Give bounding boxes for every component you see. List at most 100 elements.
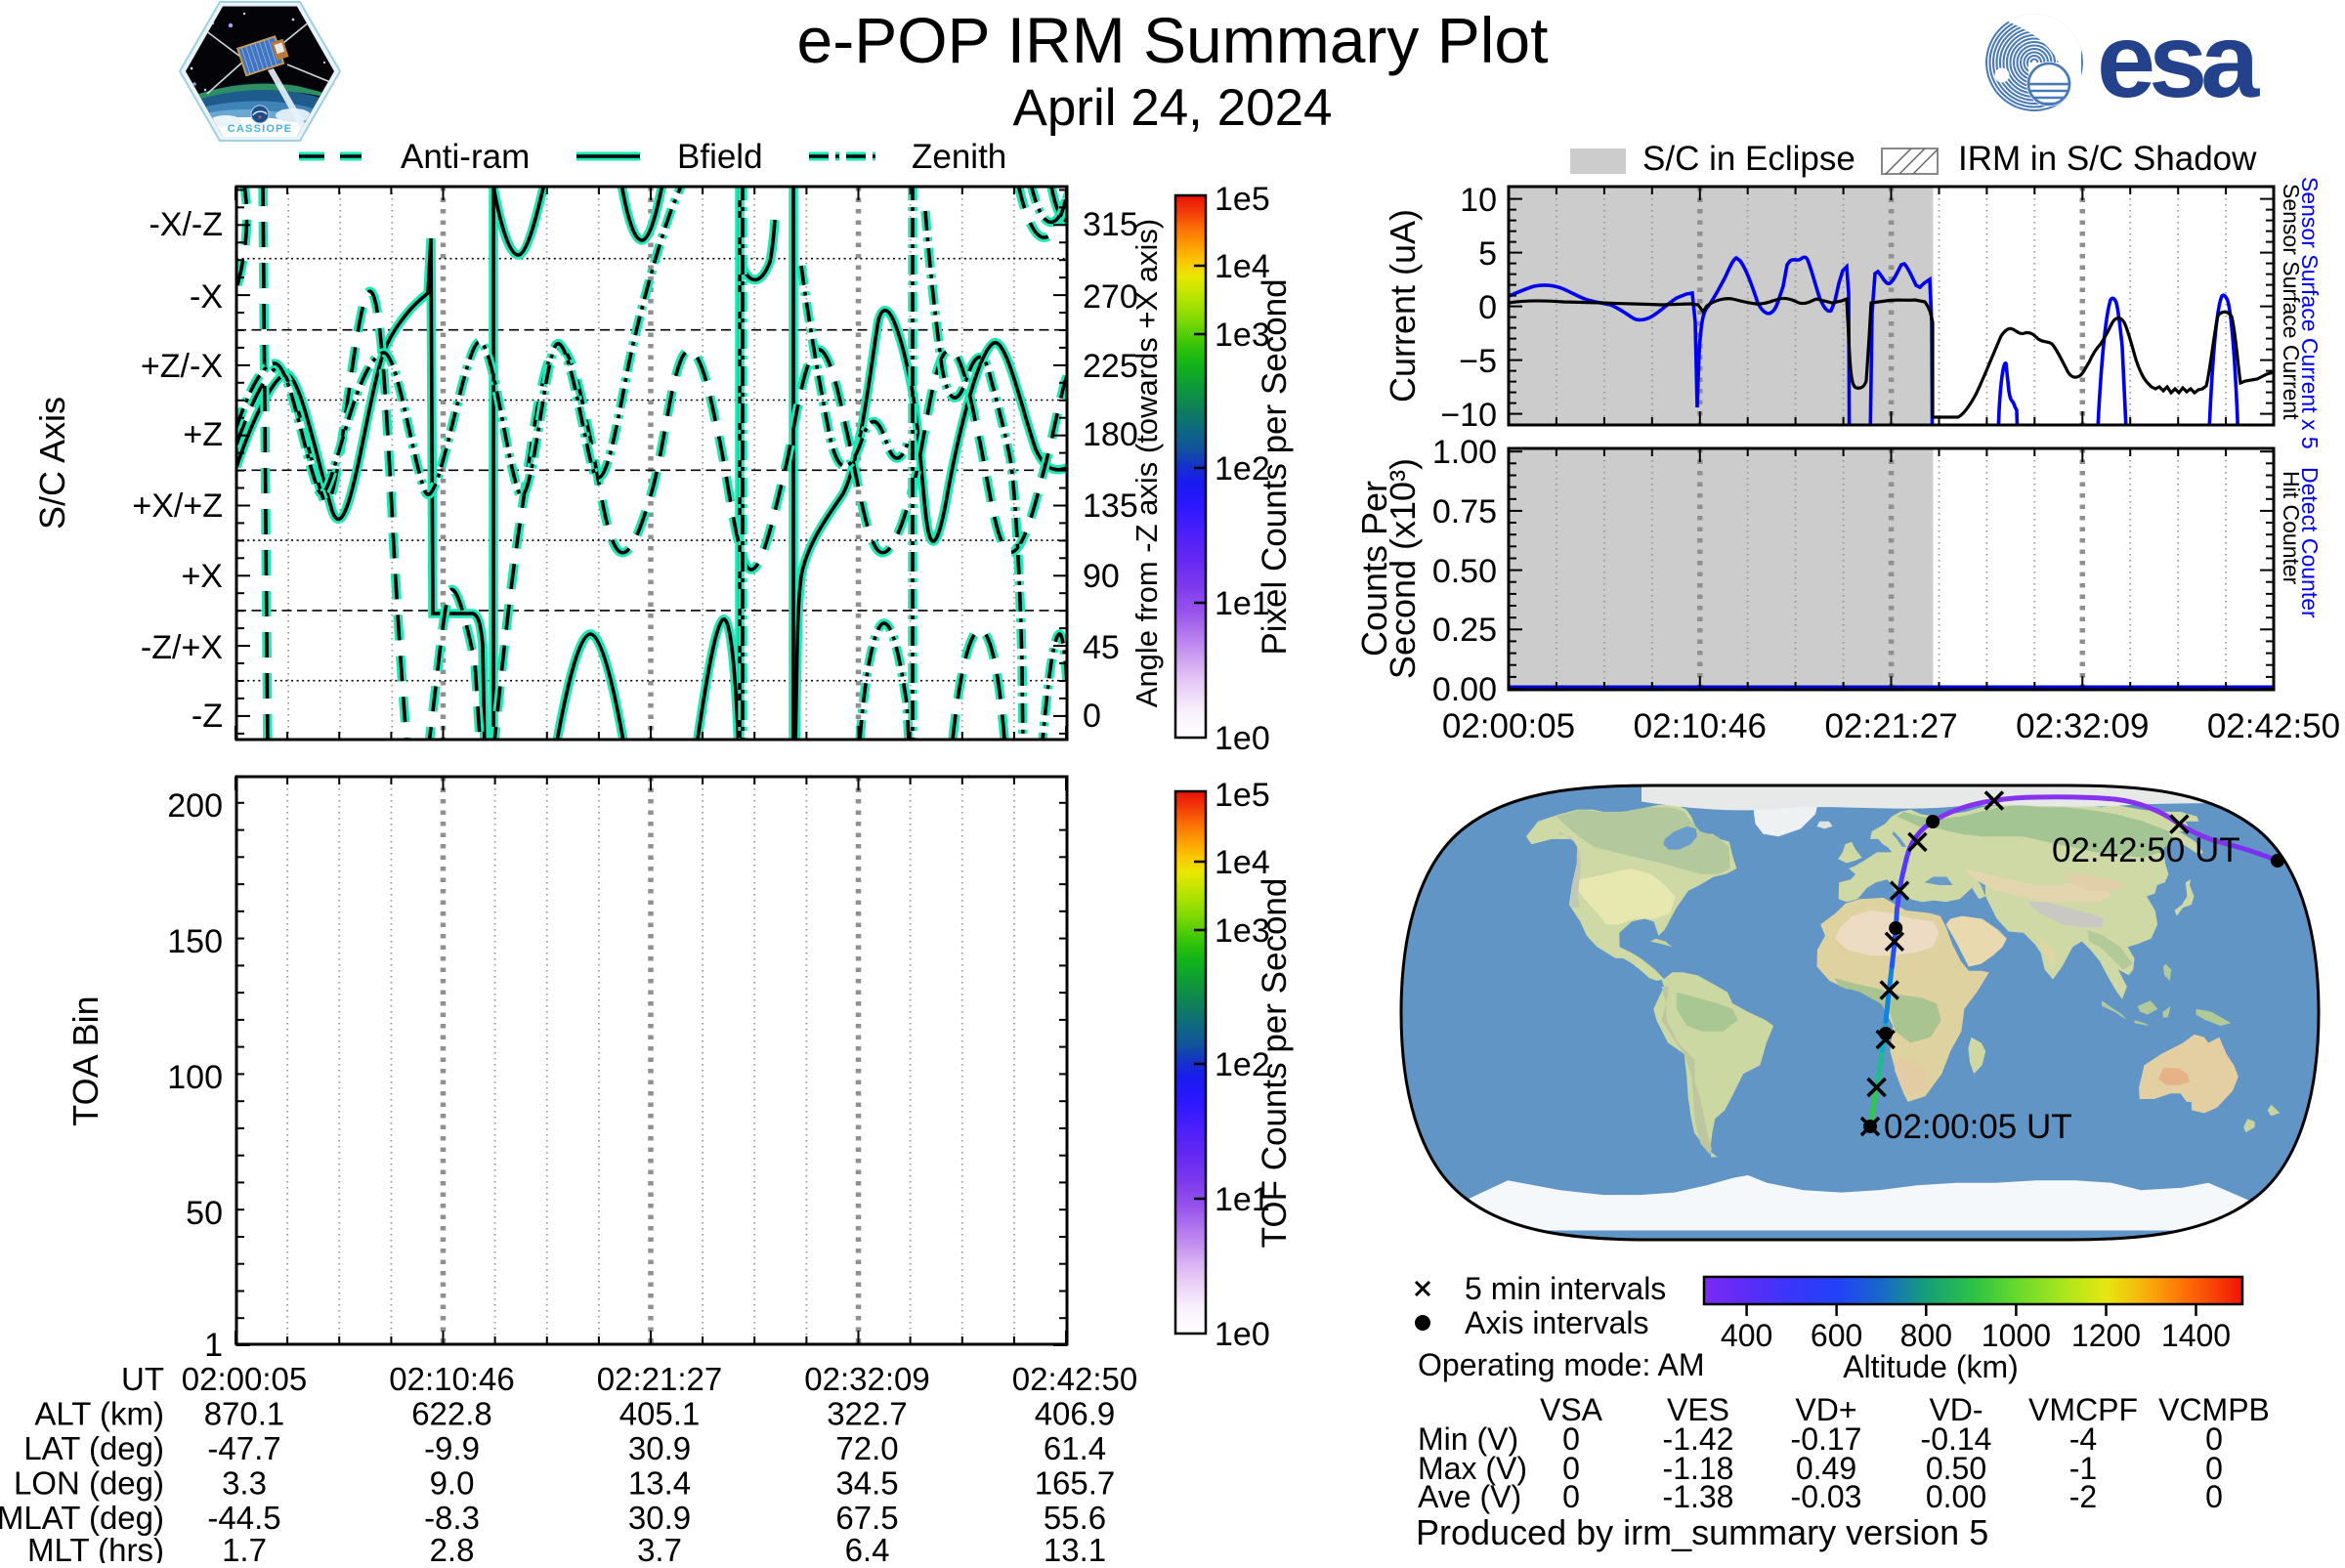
svg-text:-X: -X [190, 278, 223, 316]
svg-text:50: 50 [186, 1195, 223, 1232]
svg-text:TOA Bin: TOA Bin [65, 996, 106, 1125]
svg-text:Produced by irm_summary versio: Produced by irm_summary version 5 [1416, 1512, 1988, 1552]
svg-text:VD+: VD+ [1795, 1392, 1856, 1427]
svg-text:165.7: 165.7 [1035, 1465, 1116, 1502]
svg-text:Detect Counter: Detect Counter [2297, 467, 2323, 618]
svg-text:+Z/-X: +Z/-X [141, 348, 223, 385]
svg-text:1e0: 1e0 [1215, 720, 1270, 757]
svg-text:MLT (hrs): MLT (hrs) [27, 1532, 164, 1563]
svg-text:MLAT (deg): MLAT (deg) [0, 1500, 164, 1536]
svg-text:−10: −10 [1440, 397, 1497, 434]
svg-text:Min (V): Min (V) [1418, 1421, 1518, 1457]
svg-text:9.0: 9.0 [430, 1465, 475, 1502]
svg-text:1.7: 1.7 [222, 1532, 267, 1563]
svg-text:-8.3: -8.3 [424, 1500, 480, 1536]
svg-text:April 24, 2024: April 24, 2024 [1012, 79, 1332, 137]
svg-text:0.49: 0.49 [1796, 1451, 1856, 1486]
svg-text:1e3: 1e3 [1215, 912, 1270, 950]
svg-text:0: 0 [1562, 1479, 1580, 1514]
svg-text:-47.7: -47.7 [207, 1430, 280, 1466]
svg-text:406.9: 406.9 [1035, 1396, 1116, 1432]
svg-text:13.4: 13.4 [628, 1465, 691, 1502]
svg-text:Pixel Counts per Second: Pixel Counts per Second [1256, 278, 1294, 655]
svg-text:5: 5 [1478, 235, 1497, 273]
svg-text:200: 200 [167, 787, 223, 825]
svg-text:CASSIOPE: CASSIOPE [228, 123, 292, 135]
svg-text:1200: 1200 [2071, 1318, 2141, 1353]
svg-text:1e0: 1e0 [1215, 1316, 1270, 1353]
svg-text:1e1: 1e1 [1215, 1181, 1270, 1218]
svg-text:-44.5: -44.5 [207, 1500, 280, 1536]
svg-text:0.00: 0.00 [1432, 671, 1497, 708]
svg-text:67.5: 67.5 [835, 1500, 898, 1536]
svg-text:1.00: 1.00 [1432, 434, 1497, 471]
svg-text:30.9: 30.9 [628, 1430, 691, 1466]
svg-text:02:10:46: 02:10:46 [389, 1361, 514, 1397]
svg-text:02:32:09: 02:32:09 [2016, 707, 2149, 745]
svg-text:315: 315 [1083, 206, 1138, 243]
svg-text:02:00:05: 02:00:05 [182, 1361, 307, 1397]
svg-text:02:32:09: 02:32:09 [804, 1361, 929, 1397]
svg-text:e-POP IRM Summary Plot: e-POP IRM Summary Plot [797, 4, 1549, 76]
svg-text:−5: −5 [1459, 343, 1497, 380]
svg-text:Current (uA): Current (uA) [1383, 209, 1423, 403]
svg-text:0: 0 [1562, 1421, 1580, 1457]
svg-text:VCMPB: VCMPB [2158, 1392, 2270, 1427]
svg-text:622.8: 622.8 [411, 1396, 492, 1432]
svg-text:-Z: -Z [192, 698, 223, 735]
svg-text:Anti-ram: Anti-ram [401, 138, 530, 176]
svg-text:870.1: 870.1 [204, 1396, 285, 1432]
svg-text:1400: 1400 [2161, 1318, 2231, 1353]
svg-text:+X: +X [181, 558, 223, 595]
svg-text:VD-: VD- [1929, 1392, 1983, 1427]
svg-text:Axis intervals: Axis intervals [1465, 1305, 1649, 1340]
svg-text:02:10:46: 02:10:46 [1634, 707, 1767, 745]
svg-text:S/C Axis: S/C Axis [32, 397, 72, 530]
svg-text:6.4: 6.4 [845, 1532, 890, 1563]
svg-text:-1: -1 [2069, 1451, 2097, 1486]
svg-text:TOF Counts per Second: TOF Counts per Second [1256, 878, 1294, 1249]
svg-text:-4: -4 [2069, 1421, 2097, 1457]
svg-text:02:42:50: 02:42:50 [2207, 707, 2340, 745]
svg-text:02:42:50: 02:42:50 [1012, 1361, 1137, 1397]
svg-text:Sensor Surface Current: Sensor Surface Current [2279, 184, 2304, 420]
svg-text:02:21:27: 02:21:27 [1824, 707, 1957, 745]
svg-text:Altitude (km): Altitude (km) [1843, 1349, 2019, 1384]
svg-text:-1.18: -1.18 [1663, 1451, 1734, 1486]
svg-text:55.6: 55.6 [1044, 1500, 1106, 1536]
svg-text:-0.14: -0.14 [1921, 1421, 1992, 1457]
svg-text:2.8: 2.8 [430, 1532, 475, 1563]
svg-text:45: 45 [1083, 629, 1120, 666]
svg-text:135: 135 [1083, 487, 1138, 525]
svg-text:Zenith: Zenith [912, 138, 1006, 176]
svg-text:225: 225 [1083, 348, 1138, 385]
svg-text:02:00:05: 02:00:05 [1442, 707, 1575, 745]
svg-text:0.00: 0.00 [1926, 1479, 1986, 1514]
svg-text:13.1: 13.1 [1044, 1532, 1106, 1563]
svg-text:Max (V): Max (V) [1418, 1451, 1527, 1486]
svg-text:150: 150 [167, 923, 223, 960]
svg-text:-1.42: -1.42 [1663, 1421, 1734, 1457]
svg-text:Operating mode: AM: Operating mode: AM [1418, 1347, 1704, 1382]
svg-text:1e4: 1e4 [1215, 844, 1270, 881]
svg-text:0.50: 0.50 [1926, 1451, 1986, 1486]
svg-text:0.75: 0.75 [1432, 493, 1497, 530]
svg-text:1e1: 1e1 [1215, 585, 1270, 622]
svg-text:1e5: 1e5 [1215, 777, 1270, 814]
svg-text:IRM in S/C Shadow: IRM in S/C Shadow [1958, 140, 2257, 178]
svg-text:LAT (deg): LAT (deg) [23, 1430, 164, 1466]
svg-text:S/C in Eclipse: S/C in Eclipse [1642, 140, 1855, 178]
svg-text:0.25: 0.25 [1432, 612, 1497, 649]
svg-text:-2: -2 [2069, 1479, 2097, 1514]
svg-text:61.4: 61.4 [1044, 1430, 1106, 1466]
svg-text:0: 0 [2205, 1451, 2223, 1486]
svg-text:180: 180 [1083, 416, 1138, 453]
svg-text:UT: UT [121, 1361, 164, 1397]
svg-text:-X/-Z: -X/-Z [149, 206, 223, 243]
svg-text:VSA: VSA [1540, 1392, 1603, 1427]
svg-text:Counts Per: Counts Per [1354, 481, 1394, 657]
svg-text:0: 0 [2205, 1479, 2223, 1514]
svg-text:3.7: 3.7 [637, 1532, 682, 1563]
svg-text:322.7: 322.7 [827, 1396, 908, 1432]
svg-text:0: 0 [2205, 1421, 2223, 1457]
